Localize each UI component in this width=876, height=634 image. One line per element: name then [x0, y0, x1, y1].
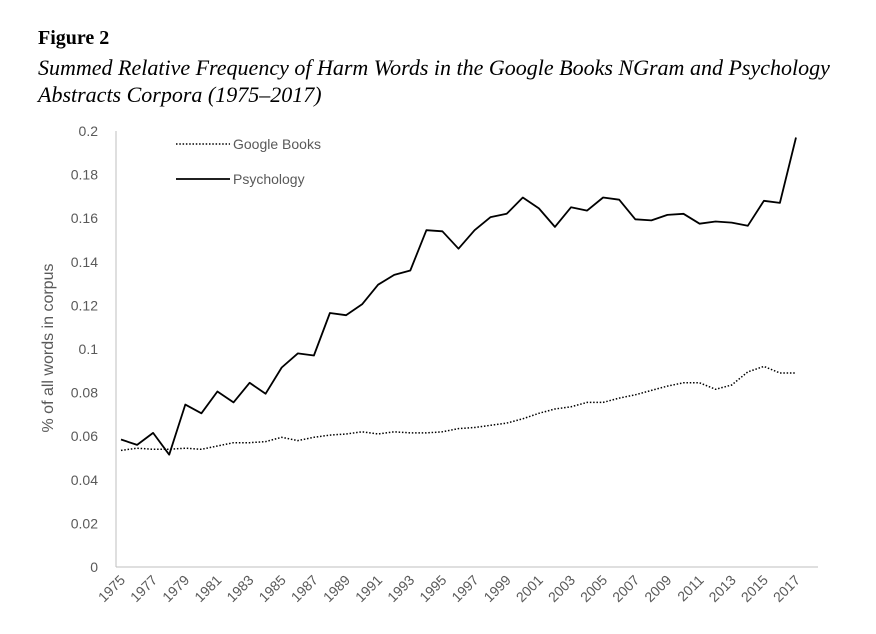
x-tick-label: 1989 [320, 572, 353, 605]
x-tick-label: 1977 [127, 572, 160, 605]
y-tick-label: 0.12 [71, 297, 98, 313]
x-axis: 1975197719791981198319851987198919911993… [95, 566, 818, 605]
legend: Google Books Psychology [176, 136, 321, 187]
y-tick-label: 0.06 [71, 428, 98, 444]
x-tick-label: 1979 [159, 572, 192, 605]
figure-label: Figure 2 [38, 27, 110, 49]
x-tick-label: 1987 [288, 572, 321, 605]
x-tick-label: 2005 [577, 572, 610, 605]
x-tick-label: 1985 [255, 572, 288, 605]
series-line-psychology [120, 137, 797, 456]
x-tick-label: 1993 [384, 572, 417, 605]
x-tick-label: 1981 [191, 572, 224, 605]
y-tick-label: 0.18 [71, 167, 98, 183]
x-tick-label: 2011 [674, 572, 707, 605]
y-tick-label: 0.04 [71, 472, 98, 488]
y-axis-title: % of all words in corpus [40, 264, 57, 433]
figure-title: Summed Relative Frequency of Harm Words … [38, 55, 830, 107]
x-tick-label: 1999 [480, 572, 513, 605]
x-tick-label: 1983 [223, 572, 256, 605]
x-tick-label: 2015 [738, 572, 771, 605]
x-tick-label: 2017 [770, 572, 803, 605]
x-tick-label: 2013 [705, 572, 738, 605]
x-tick-label: 2007 [609, 572, 642, 605]
x-tick-label: 1991 [352, 572, 385, 605]
y-tick-label: 0.02 [71, 515, 98, 531]
legend-label: Google Books [233, 136, 321, 152]
x-tick-label: 2009 [641, 572, 674, 605]
legend-label: Psychology [233, 171, 305, 187]
x-tick-label: 2003 [545, 572, 578, 605]
x-tick-label: 2001 [513, 572, 546, 605]
x-tick-label: 1975 [95, 572, 128, 605]
y-tick-label: 0 [90, 559, 98, 575]
y-axis: 0 0.02 0.04 0.06 0.08 0.1 0.12 0.14 0.16 0.18 0.2 [71, 123, 117, 575]
y-tick-label: 0.08 [71, 385, 98, 401]
series-lines [120, 137, 797, 456]
series-line-google-books [120, 365, 796, 452]
x-tick-label: 1997 [448, 572, 481, 605]
y-tick-label: 0.2 [79, 123, 99, 139]
y-tick-label: 0.16 [71, 210, 98, 226]
y-tick-label: 0.14 [71, 254, 98, 270]
y-tick-label: 0.1 [79, 341, 99, 357]
x-tick-label: 1995 [416, 572, 449, 605]
